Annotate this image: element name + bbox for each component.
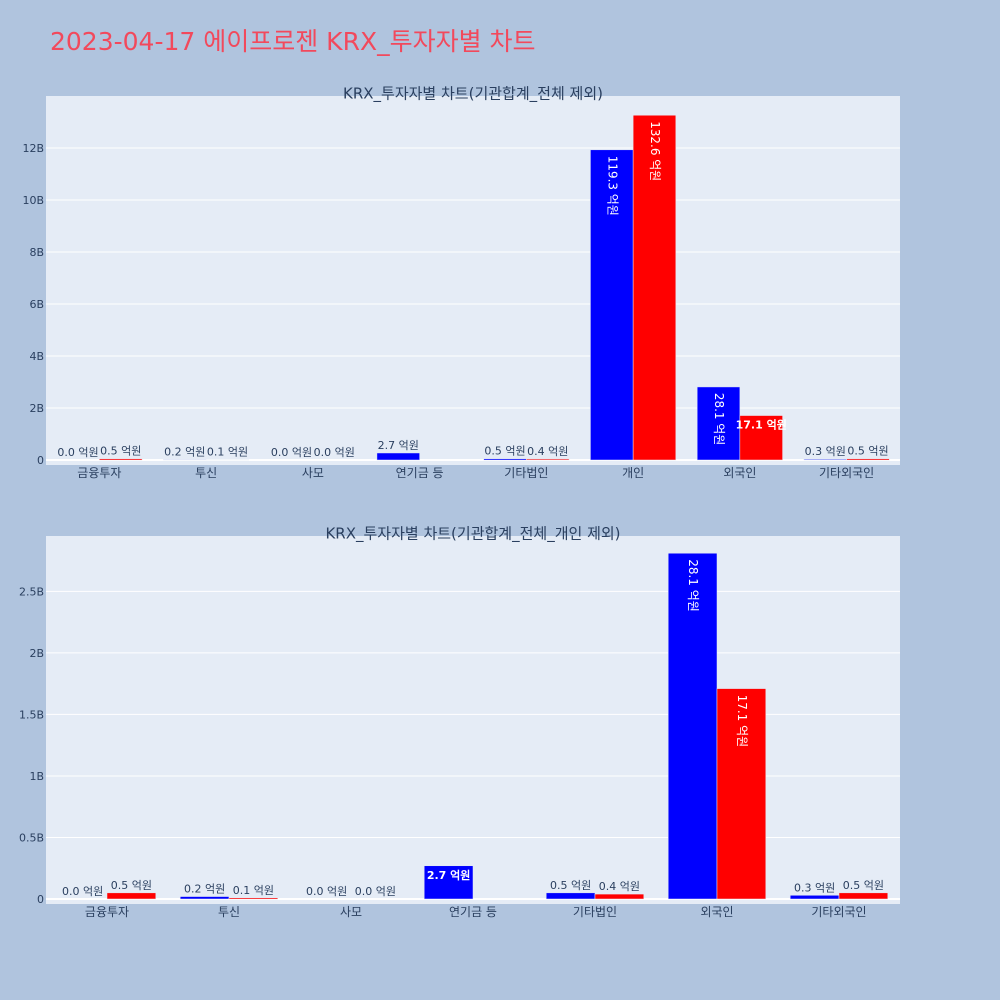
bar <box>696 386 741 461</box>
data-label: 0.5 억원 <box>484 445 525 458</box>
data-label: 0.1 억원 <box>207 446 248 459</box>
data-label: 0.5 억원 <box>847 445 888 458</box>
data-label: 0.5 억원 <box>843 879 884 892</box>
data-label: 28.1 억원 <box>712 393 726 445</box>
bar <box>789 895 840 900</box>
data-label: 0.5 억원 <box>100 445 141 458</box>
x-tick-label: 기타법인 <box>573 905 617 919</box>
page-title: 2023-04-17 에이프로젠 KRX_투자자별 차트 <box>50 27 536 56</box>
bar <box>803 458 847 461</box>
bar <box>179 896 230 900</box>
data-label: 0.1 억원 <box>233 884 274 897</box>
data-label: 0.3 억원 <box>794 881 835 894</box>
chart-bottom: 0 0.5B 1B 1.5B 2B 2.5B KRX_투자자별 차트(기관합계_전체_개인 … <box>19 525 900 919</box>
x-tick-label: 사모 <box>340 905 362 919</box>
y-tick-label: 8B <box>29 246 44 259</box>
x-tick-label: 투신 <box>218 905 240 919</box>
plot-area <box>46 96 900 465</box>
bar <box>163 459 207 461</box>
data-label: 0.0 억원 <box>355 885 396 898</box>
data-label: 119.3 억원 <box>605 156 619 216</box>
chart-title: KRX_투자자별 차트(기관합계_전체_개인 제외) <box>325 525 620 544</box>
bar <box>590 149 634 461</box>
y-tick-label: 2B <box>29 647 44 660</box>
data-label: 0.4 억원 <box>527 445 568 458</box>
x-tick-label: 외국인 <box>700 905 733 919</box>
data-label: 0.5 억원 <box>111 879 152 892</box>
data-label: 0.0 억원 <box>306 885 347 898</box>
x-tick-label: 연기금 등 <box>449 905 497 919</box>
y-tick-label: 4B <box>29 350 44 363</box>
data-label: 17.1 억원 <box>735 695 749 748</box>
bar <box>99 458 143 461</box>
data-label: 0.0 억원 <box>62 885 103 898</box>
data-label: 0.2 억원 <box>164 445 205 458</box>
bar <box>423 865 474 900</box>
x-tick-label: 개인 <box>622 466 644 480</box>
bar <box>376 452 420 461</box>
data-label: 2.7 억원 <box>378 439 419 452</box>
bar <box>716 688 767 900</box>
y-tick-label: 0 <box>37 454 44 467</box>
bar <box>545 892 596 900</box>
data-label: 2.7 억원 <box>427 868 471 882</box>
data-label: 0.2 억원 <box>184 883 225 896</box>
data-label: 0.4 억원 <box>599 880 640 893</box>
bar <box>739 415 783 461</box>
x-tick-label: 투신 <box>195 466 217 480</box>
chart-title: KRX_투자자별 차트(기관합계_전체 제외) <box>343 85 603 104</box>
x-tick-label: 기타외국인 <box>811 905 866 919</box>
y-tick-label: 10B <box>22 194 44 207</box>
bar <box>846 458 890 461</box>
data-label: 0.0 억원 <box>314 446 355 459</box>
bar <box>526 458 570 461</box>
x-tick-label: 기타법인 <box>504 466 548 480</box>
bar <box>106 892 157 900</box>
bar <box>228 897 279 900</box>
data-label: 28.1 억원 <box>686 559 700 612</box>
y-tick-label: 6B <box>29 298 44 311</box>
data-label: 0.0 억원 <box>57 446 98 459</box>
bar <box>667 552 718 900</box>
x-tick-label: 연기금 등 <box>396 466 444 480</box>
data-label: 0.5 억원 <box>550 879 591 892</box>
bar <box>632 114 677 461</box>
y-tick-label: 12B <box>22 142 44 155</box>
y-tick-label: 1B <box>29 770 44 783</box>
bar <box>594 893 645 900</box>
data-label: 0.0 억원 <box>271 446 312 459</box>
x-tick-label: 금융투자 <box>77 466 121 480</box>
y-tick-label: 2.5B <box>19 585 44 598</box>
bar <box>483 458 527 461</box>
y-tick-label: 2B <box>29 402 44 415</box>
data-label: 0.3 억원 <box>805 445 846 458</box>
data-label: 132.6 억원 <box>648 121 662 181</box>
y-tick-label: 1.5B <box>19 708 44 721</box>
bar <box>838 892 889 900</box>
x-tick-label: 사모 <box>302 466 324 480</box>
x-tick-label: 기타외국인 <box>819 466 874 480</box>
x-tick-label: 금융투자 <box>85 905 129 919</box>
y-tick-label: 0 <box>37 893 44 906</box>
chart-top: 0 2B 4B 6B 8B 10B 12B KRX_투자자별 차트(기관합계_전체 제외) 금융… <box>22 85 900 480</box>
x-tick-label: 외국인 <box>723 466 756 480</box>
data-label: 17.1 억원 <box>736 418 787 432</box>
y-tick-label: 0.5B <box>19 831 44 844</box>
